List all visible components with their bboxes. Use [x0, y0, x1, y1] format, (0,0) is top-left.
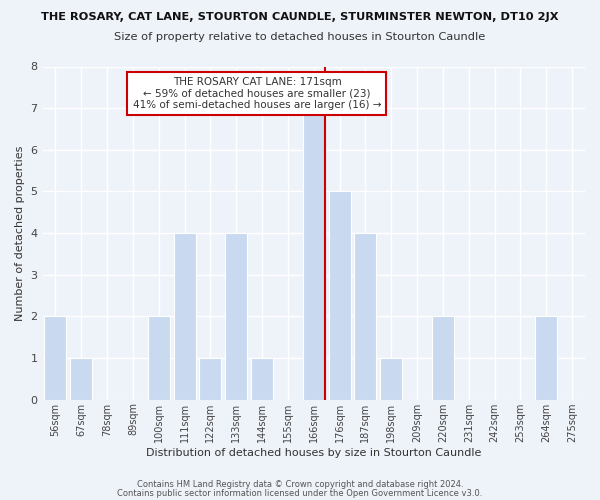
Bar — [148, 316, 170, 400]
Bar — [70, 358, 92, 400]
Text: Contains public sector information licensed under the Open Government Licence v3: Contains public sector information licen… — [118, 489, 482, 498]
Bar — [44, 316, 67, 400]
Text: THE ROSARY CAT LANE: 171sqm
← 59% of detached houses are smaller (23)
41% of sem: THE ROSARY CAT LANE: 171sqm ← 59% of det… — [133, 77, 381, 110]
Bar — [251, 358, 273, 400]
Bar — [380, 358, 402, 400]
Bar — [535, 316, 557, 400]
Text: Contains HM Land Registry data © Crown copyright and database right 2024.: Contains HM Land Registry data © Crown c… — [137, 480, 463, 489]
Bar — [355, 233, 376, 400]
Bar — [199, 358, 221, 400]
Text: THE ROSARY, CAT LANE, STOURTON CAUNDLE, STURMINSTER NEWTON, DT10 2JX: THE ROSARY, CAT LANE, STOURTON CAUNDLE, … — [41, 12, 559, 22]
Bar — [329, 192, 350, 400]
Bar — [225, 233, 247, 400]
Text: Size of property relative to detached houses in Stourton Caundle: Size of property relative to detached ho… — [115, 32, 485, 42]
Bar — [432, 316, 454, 400]
Bar — [173, 233, 196, 400]
Y-axis label: Number of detached properties: Number of detached properties — [15, 146, 25, 321]
X-axis label: Distribution of detached houses by size in Stourton Caundle: Distribution of detached houses by size … — [146, 448, 481, 458]
Bar — [303, 108, 325, 400]
